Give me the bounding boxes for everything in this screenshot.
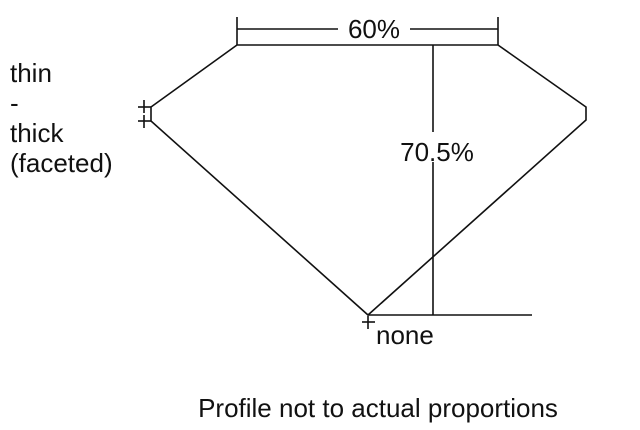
table-label: 60% (348, 14, 400, 44)
depth-label: 70.5% (400, 137, 474, 167)
culet-marker-icon (362, 316, 375, 329)
girdle-label-line: thin (10, 58, 52, 88)
girdle-label-line: (faceted) (10, 148, 113, 178)
girdle-label-line: - (10, 88, 19, 118)
caption: Profile not to actual proportions (198, 393, 558, 423)
girdle-label-line: thick (10, 118, 64, 148)
girdle-marker-icon (138, 100, 151, 128)
diamond-outline (150, 44, 587, 317)
culet-label: none (376, 320, 434, 350)
girdle-label: thin - thick (faceted) (10, 58, 113, 178)
